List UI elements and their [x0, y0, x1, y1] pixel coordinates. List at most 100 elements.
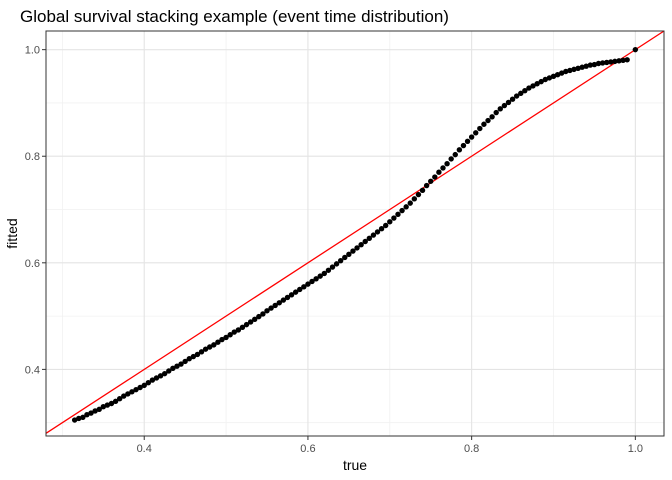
data-point — [247, 319, 254, 325]
data-point — [493, 109, 499, 116]
data-point — [96, 406, 102, 413]
x-axis-title: true — [343, 457, 367, 473]
data-point — [460, 142, 467, 149]
data-point — [125, 391, 131, 397]
data-point — [481, 121, 487, 127]
data-point — [595, 60, 602, 67]
data-point — [452, 151, 458, 158]
data-point — [436, 169, 442, 175]
data-point — [337, 257, 344, 264]
data-point — [432, 174, 438, 180]
data-point — [411, 196, 418, 202]
data-point — [522, 87, 528, 94]
data-point — [440, 165, 446, 171]
data-point — [198, 349, 205, 355]
data-point — [80, 414, 86, 421]
data-point — [542, 76, 549, 83]
data-point — [407, 200, 413, 206]
data-point — [84, 411, 90, 418]
data-point — [587, 62, 594, 68]
data-point — [108, 400, 115, 407]
data-point — [563, 68, 569, 75]
data-point — [456, 147, 463, 153]
y-tick-label: 1.0 — [25, 45, 40, 57]
data-point — [350, 248, 356, 254]
data-point — [489, 114, 495, 120]
data-point — [194, 351, 201, 358]
data-point — [133, 386, 139, 393]
data-point — [616, 58, 622, 64]
data-point — [235, 327, 242, 333]
data-point — [571, 66, 577, 73]
data-point — [423, 182, 430, 189]
y-tick-label: 0.8 — [25, 151, 40, 163]
data-point — [309, 278, 315, 285]
data-point — [604, 59, 610, 66]
data-point — [186, 356, 192, 362]
data-point — [358, 241, 364, 248]
chart-title: Global survival stacking example (event … — [20, 7, 449, 26]
data-point — [76, 415, 82, 422]
data-point — [305, 281, 311, 287]
data-point — [284, 294, 291, 301]
data-point — [370, 232, 377, 238]
data-point — [366, 235, 373, 241]
data-point — [231, 329, 237, 335]
data-point — [513, 93, 520, 99]
data-point — [608, 59, 614, 65]
data-point — [317, 273, 323, 279]
panel-border — [45, 30, 665, 437]
data-point — [624, 57, 630, 63]
data-point — [161, 370, 168, 377]
data-point — [313, 276, 319, 282]
data-point — [546, 75, 553, 81]
data-point — [174, 363, 180, 369]
data-point — [342, 254, 348, 261]
data-point — [477, 125, 483, 132]
y-tick-label: 0.6 — [25, 258, 40, 270]
data-point — [88, 410, 94, 416]
data-point — [301, 284, 307, 290]
data-point — [378, 226, 385, 232]
data-point — [501, 102, 508, 109]
data-point — [509, 96, 516, 102]
data-point — [468, 134, 475, 140]
x-axis: 0.4 0.6 0.8 1.0 — [137, 436, 643, 455]
data-point — [620, 57, 626, 64]
data-point — [473, 130, 479, 136]
data-point — [391, 215, 397, 221]
data-point — [325, 267, 332, 273]
data-point — [387, 219, 393, 225]
data-point — [104, 402, 111, 408]
data-point — [149, 377, 156, 383]
data-point — [583, 63, 589, 69]
data-point — [264, 308, 270, 314]
data-points — [71, 46, 639, 423]
data-point — [112, 398, 119, 405]
data-point — [395, 211, 401, 218]
data-point — [599, 60, 606, 66]
data-point — [243, 321, 250, 328]
data-point — [129, 389, 135, 395]
data-point — [256, 313, 262, 320]
data-point — [280, 297, 287, 303]
grid-lines — [46, 31, 664, 436]
data-point — [223, 334, 229, 341]
data-point — [419, 187, 426, 194]
data-point — [518, 90, 524, 97]
data-point — [579, 64, 585, 70]
y-axis-title: fitted — [4, 218, 20, 248]
data-point — [276, 300, 282, 306]
x-tick-label: 0.6 — [300, 443, 315, 455]
data-point — [157, 373, 164, 379]
data-point — [71, 417, 78, 423]
data-point — [346, 251, 352, 257]
data-point — [632, 46, 639, 53]
x-tick-label: 0.4 — [137, 443, 152, 455]
data-point — [288, 292, 295, 298]
data-point — [538, 78, 544, 85]
data-point — [575, 65, 581, 72]
data-point — [448, 156, 454, 162]
data-point — [211, 342, 217, 348]
data-point — [215, 339, 221, 345]
